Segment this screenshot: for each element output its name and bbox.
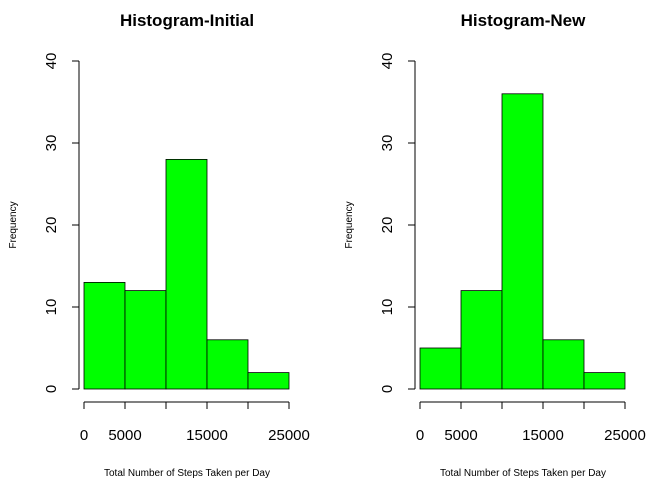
y-tick-label: 0 (379, 385, 396, 393)
x-tick-label: 25000 (268, 427, 310, 444)
x-tick-label: 25000 (604, 427, 646, 444)
plot-area: 0 10 20 30 40 0 5000 15000 25000 (379, 53, 646, 444)
x-tick-label: 0 (80, 427, 88, 444)
x-axis-label: Total Number of Steps Taken per Day (440, 468, 606, 479)
histogram-bar (206, 339, 249, 390)
chart-title: Histogram-New (461, 11, 586, 30)
x-tick-label: 15000 (186, 427, 228, 444)
x-tick-label: 5000 (444, 427, 477, 444)
histogram-bar (247, 372, 290, 390)
histogram-bar (165, 158, 208, 390)
x-tick-label: 15000 (522, 427, 564, 444)
y-tick-label: 30 (379, 135, 396, 152)
y-tick-label: 40 (379, 53, 396, 70)
histogram-bar (83, 281, 126, 390)
y-axis-label: Frequency (344, 201, 355, 248)
histogram-bar (542, 339, 585, 390)
histogram-bar (460, 290, 503, 390)
chart-title: Histogram-Initial (120, 11, 254, 30)
panel-histogram-initial: Histogram-Initial Total Number of Steps … (8, 11, 310, 479)
y-tick-label: 10 (379, 299, 396, 316)
y-tick-label: 30 (43, 135, 60, 152)
y-axis-label: Frequency (8, 201, 19, 248)
y-tick-label: 20 (43, 217, 60, 234)
histogram-bar (419, 347, 462, 390)
y-tick-label: 0 (43, 385, 60, 393)
x-tick-label: 0 (416, 427, 424, 444)
panel-histogram-new: Histogram-New Total Number of Steps Take… (344, 11, 646, 479)
x-axis-label: Total Number of Steps Taken per Day (104, 468, 270, 479)
y-tick-label: 10 (43, 299, 60, 316)
histogram-bar (124, 290, 167, 390)
x-tick-label: 5000 (108, 427, 141, 444)
histogram-bar (583, 372, 626, 390)
plot-area: 0 10 20 30 40 0 5000 15000 25000 (43, 53, 310, 444)
histogram-bar (501, 93, 544, 390)
y-tick-label: 40 (43, 53, 60, 70)
y-tick-label: 20 (379, 217, 396, 234)
